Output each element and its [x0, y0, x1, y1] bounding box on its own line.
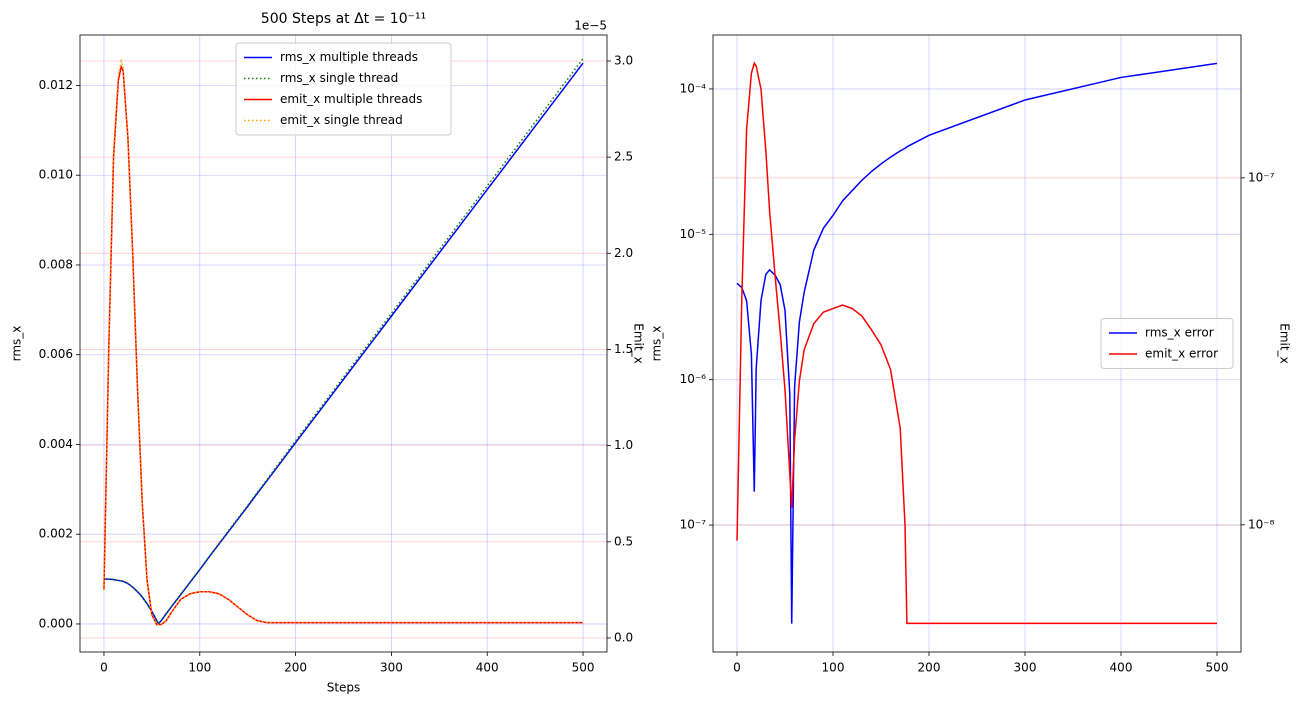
y-tick-label: 0.006 [39, 347, 73, 361]
x-tick-label: 500 [1206, 661, 1229, 675]
legend-label: rms_x single thread [280, 71, 398, 85]
legend-label: rms_x multiple threads [280, 50, 418, 64]
x-tick-label: 100 [822, 661, 845, 675]
y-tick-label: 0.012 [39, 78, 73, 92]
x-tick-label: 300 [1014, 661, 1037, 675]
legend-label: emit_x single thread [280, 113, 403, 127]
y2-tick-label: 2.5 [614, 150, 633, 164]
y2-tick-label: 1.5 [614, 342, 633, 356]
y-tick-label: 10⁻⁷ [680, 518, 707, 532]
y-tick-label: 10⁻⁵ [680, 227, 707, 241]
x-tick-label: 100 [188, 661, 211, 675]
x-tick-label: 400 [476, 661, 499, 675]
y2-tick-label: 10⁻⁸ [1248, 517, 1275, 531]
series-line [103, 58, 584, 625]
axes-frame [712, 34, 1242, 653]
y2-axis-label: Emit_x [632, 323, 646, 363]
legend-label: emit_x error [1145, 347, 1218, 361]
x-tick-label: 0 [100, 661, 108, 675]
y-tick-label: 0.000 [39, 616, 73, 630]
x-tick-label: 400 [1110, 661, 1133, 675]
y-axis-label: rms_x [650, 326, 664, 362]
legend-box [1100, 318, 1234, 369]
chart-title: 500 Steps at Δt = 10⁻¹¹ [261, 11, 426, 27]
series-line [736, 62, 1218, 624]
legend-box [235, 42, 452, 136]
y-tick-label: 0.004 [39, 437, 73, 451]
series-line [103, 58, 584, 626]
legend-label: emit_x multiple threads [280, 92, 422, 106]
y-tick-label: 10⁻⁶ [680, 372, 707, 386]
y-tick-label: 0.010 [39, 168, 73, 182]
x-tick-label: 300 [380, 661, 403, 675]
x-axis-label: Steps [327, 681, 361, 695]
y2-tick-label: 3.0 [614, 53, 633, 67]
axes-frame [79, 34, 608, 653]
y2-axis-label: Emit_x [1278, 323, 1292, 363]
y2-tick-label: 1.0 [614, 438, 633, 452]
y-tick-label: 0.008 [39, 257, 73, 271]
series-line [103, 64, 584, 626]
y-tick-label: 0.002 [39, 527, 73, 541]
y2-tick-label: 0.0 [614, 630, 633, 644]
y2-tick-label: 2.0 [614, 246, 633, 260]
legend-label: rms_x error [1145, 326, 1214, 340]
x-tick-label: 200 [284, 661, 307, 675]
y2-tick-label: 10⁻⁷ [1248, 170, 1275, 184]
x-tick-label: 500 [572, 661, 595, 675]
y2-tick-label: 0.5 [614, 534, 633, 548]
y-axis-label: rms_x [10, 326, 24, 362]
x-tick-label: 200 [918, 661, 941, 675]
x-tick-label: 0 [733, 661, 741, 675]
y-tick-label: 10⁻⁴ [680, 81, 707, 95]
series-line [736, 61, 1217, 625]
axis-offset-text: 1e−5 [574, 19, 607, 33]
series-line [103, 62, 584, 625]
